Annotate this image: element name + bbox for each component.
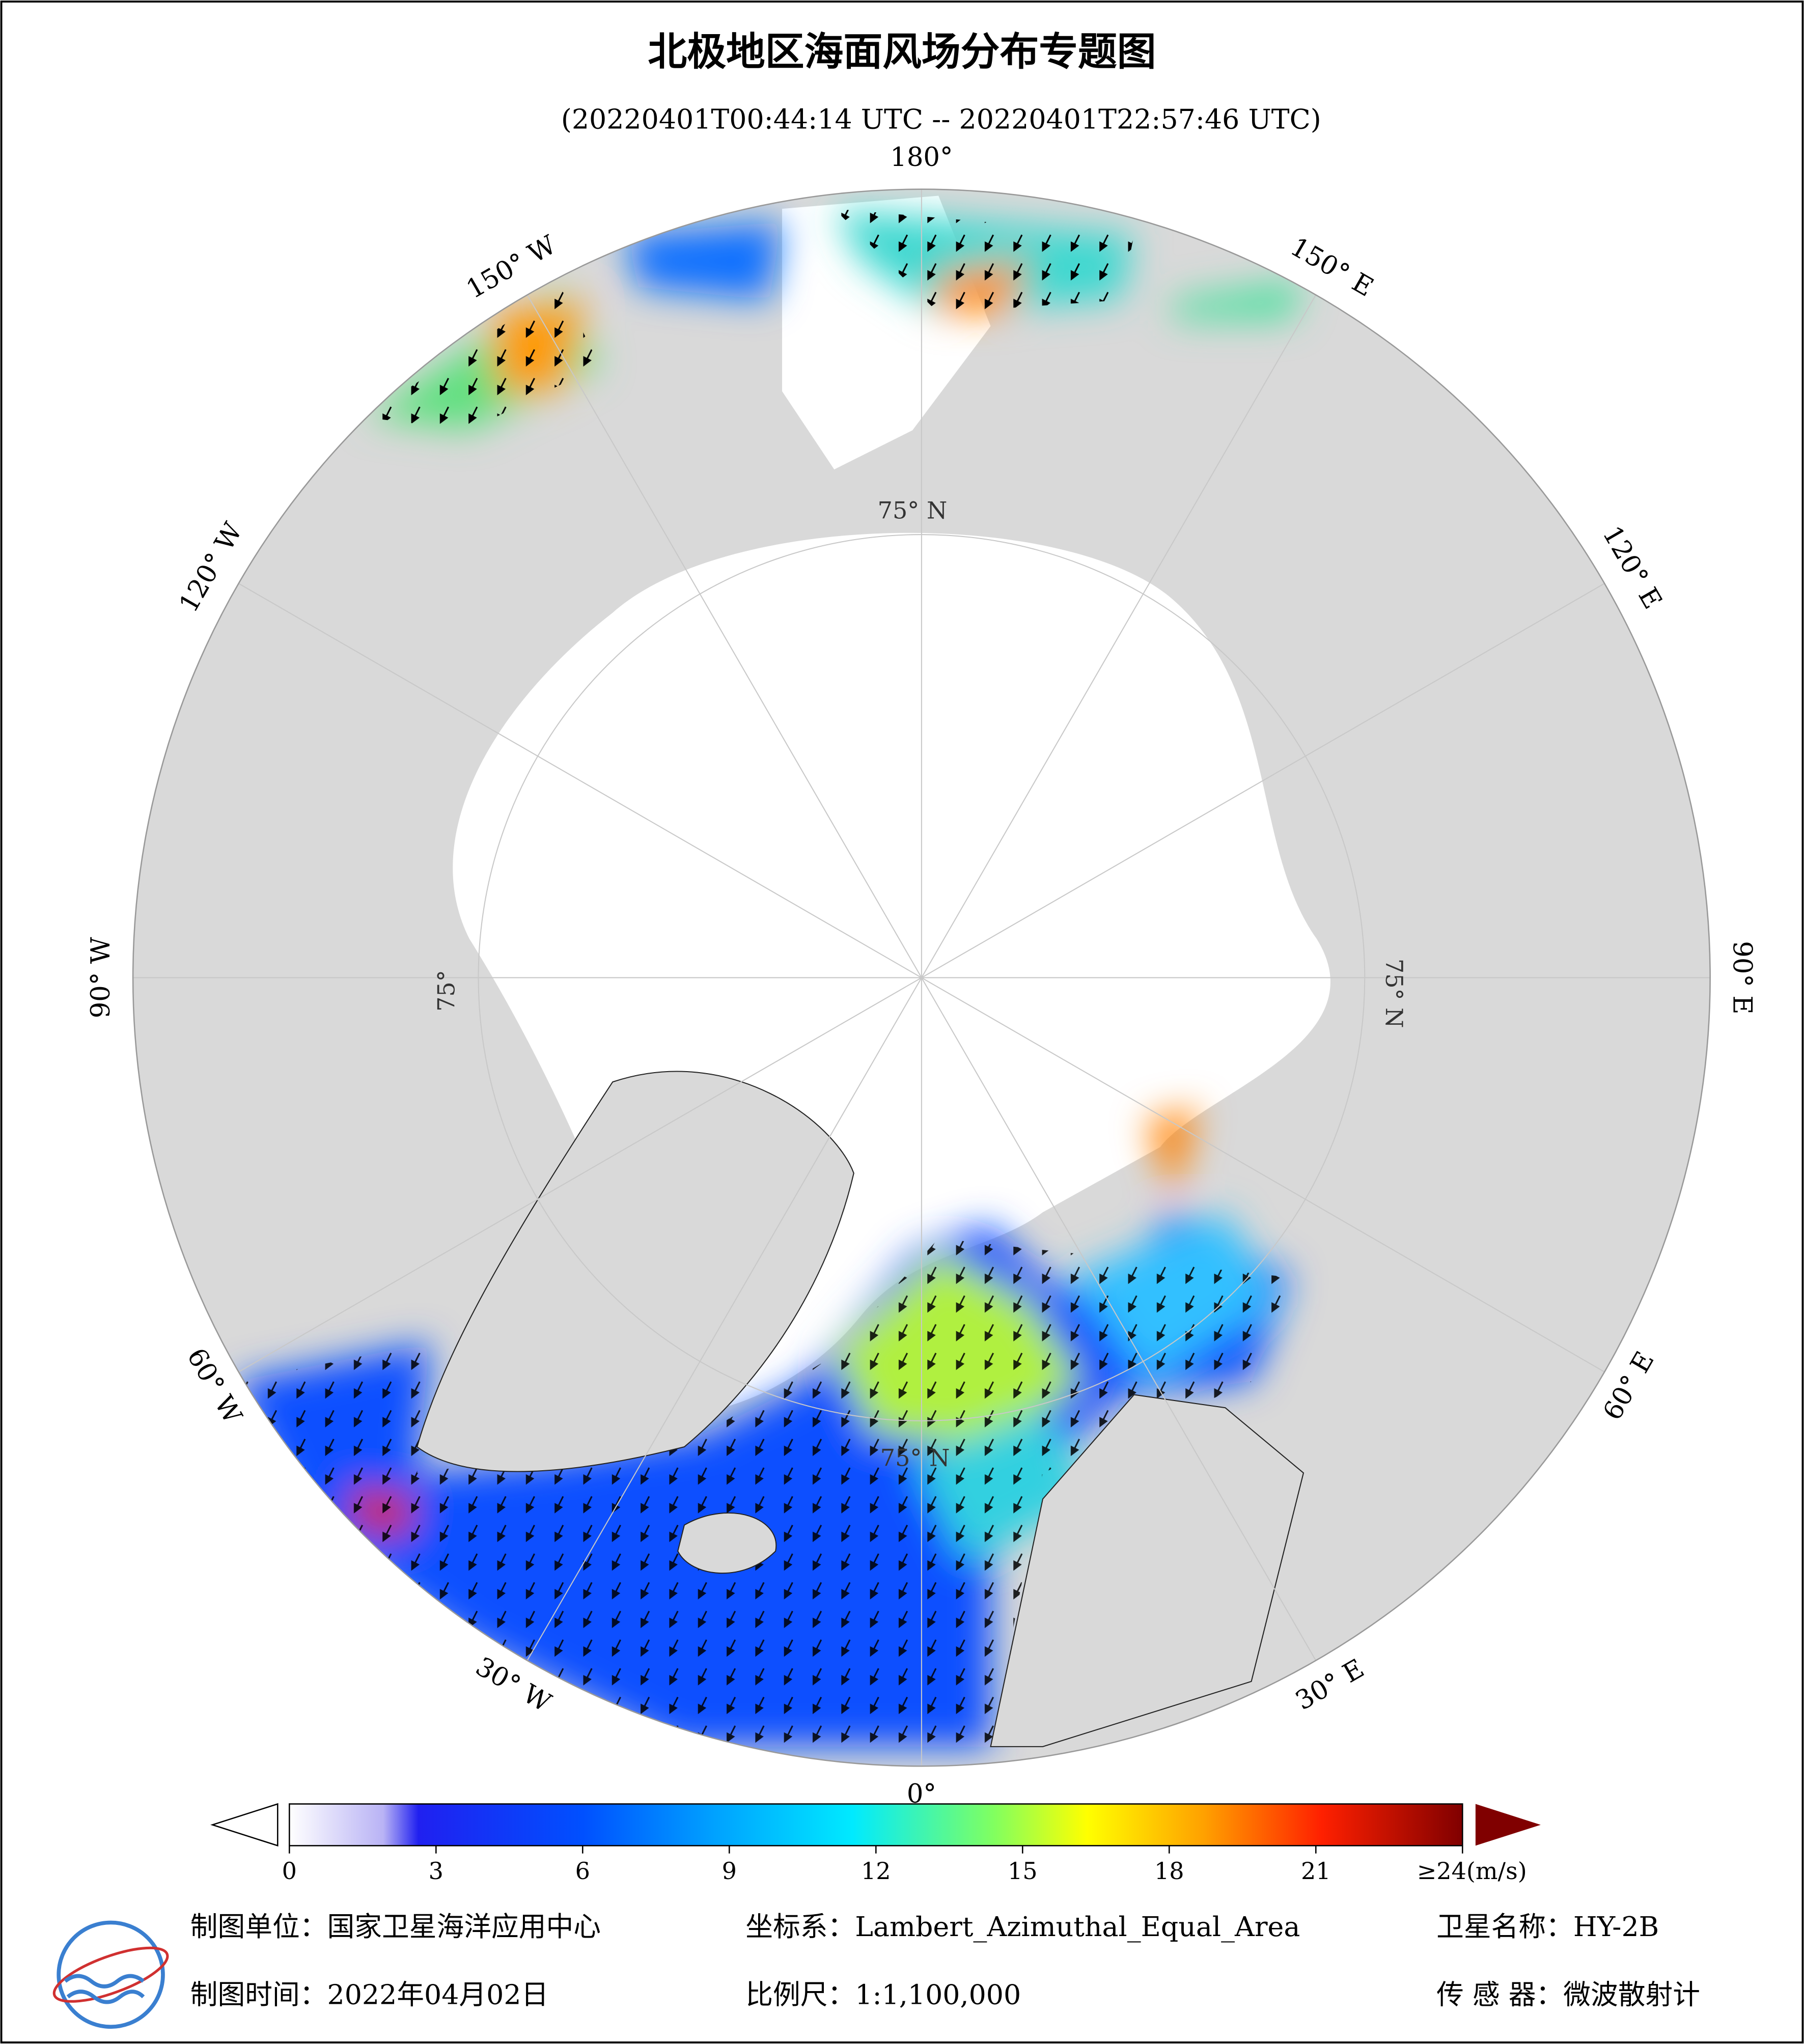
latitude-label: 75° N	[878, 497, 948, 524]
greenland	[417, 1071, 854, 1472]
meridian	[238, 977, 922, 1373]
colorbar-tick-label: 0	[282, 1857, 297, 1885]
map-border	[132, 188, 1711, 1767]
colorbar-under	[210, 1803, 279, 1847]
longitude-label: 90° E	[1727, 941, 1758, 1014]
meridian	[921, 583, 1605, 978]
wind-arrows	[365, 287, 600, 431]
meridian	[921, 294, 1317, 978]
latitude-label: 75° N	[1380, 959, 1408, 1028]
footer-coordinate: 坐标系：Lambert_Azimuthal_Equal_Area	[745, 1911, 1300, 1943]
longitude-label: 90° W	[86, 937, 116, 1018]
meridian	[526, 294, 922, 978]
colorbar-tick-label: 21	[1301, 1857, 1331, 1885]
colorbar-tick-label: 18	[1154, 1857, 1184, 1885]
colorbar-tick-label: 9	[722, 1857, 737, 1885]
meridian	[526, 977, 922, 1661]
colorbar-over	[1475, 1804, 1541, 1846]
map-title: 北极地区海面风场分布专题图	[648, 29, 1156, 75]
map-subtitle: (20220401T00:44:14 UTC -- 20220401T22:57…	[561, 103, 1321, 135]
colorbar-tick-label: 6	[575, 1857, 590, 1885]
footer-unit: 制图单位：国家卫星海洋应用中心	[190, 1911, 601, 1943]
iceland	[677, 1513, 777, 1574]
colorbar-tick-label: 15	[1008, 1857, 1038, 1885]
logo	[52, 1920, 169, 2029]
colorbar-tick-label: 12	[861, 1857, 891, 1885]
scandinavia	[990, 1394, 1305, 1747]
longitude-label: 180°	[890, 142, 953, 173]
latitude-label: 75° N	[880, 1444, 950, 1472]
colorbar-tick-label: ≥24(m/s)	[1417, 1857, 1527, 1885]
meridian	[238, 583, 922, 978]
colorbar-ticks: 0 3 6 9 12 15 18 21 ≥24(m/s)	[282, 1845, 1527, 1885]
wind-arrows	[234, 1238, 1291, 1747]
meridian	[921, 977, 1605, 1373]
meridian	[921, 977, 1317, 1661]
footer-date: 制图时间：2022年04月02日	[190, 1978, 549, 2010]
colorbar-tick-label: 3	[429, 1857, 443, 1885]
footer-scale: 比例尺：1:1,100,000	[745, 1978, 1021, 2010]
map-disc	[133, 189, 1710, 1767]
footer-sensor: 传 感 器：微波散射计	[1436, 1978, 1700, 2010]
footer-satellite: 卫星名称：HY-2B	[1436, 1911, 1659, 1943]
graticule	[133, 189, 1710, 1767]
colorbar	[289, 1803, 1463, 1846]
latitude-label: 75°	[433, 970, 460, 1012]
wind-arrows	[834, 209, 1134, 313]
